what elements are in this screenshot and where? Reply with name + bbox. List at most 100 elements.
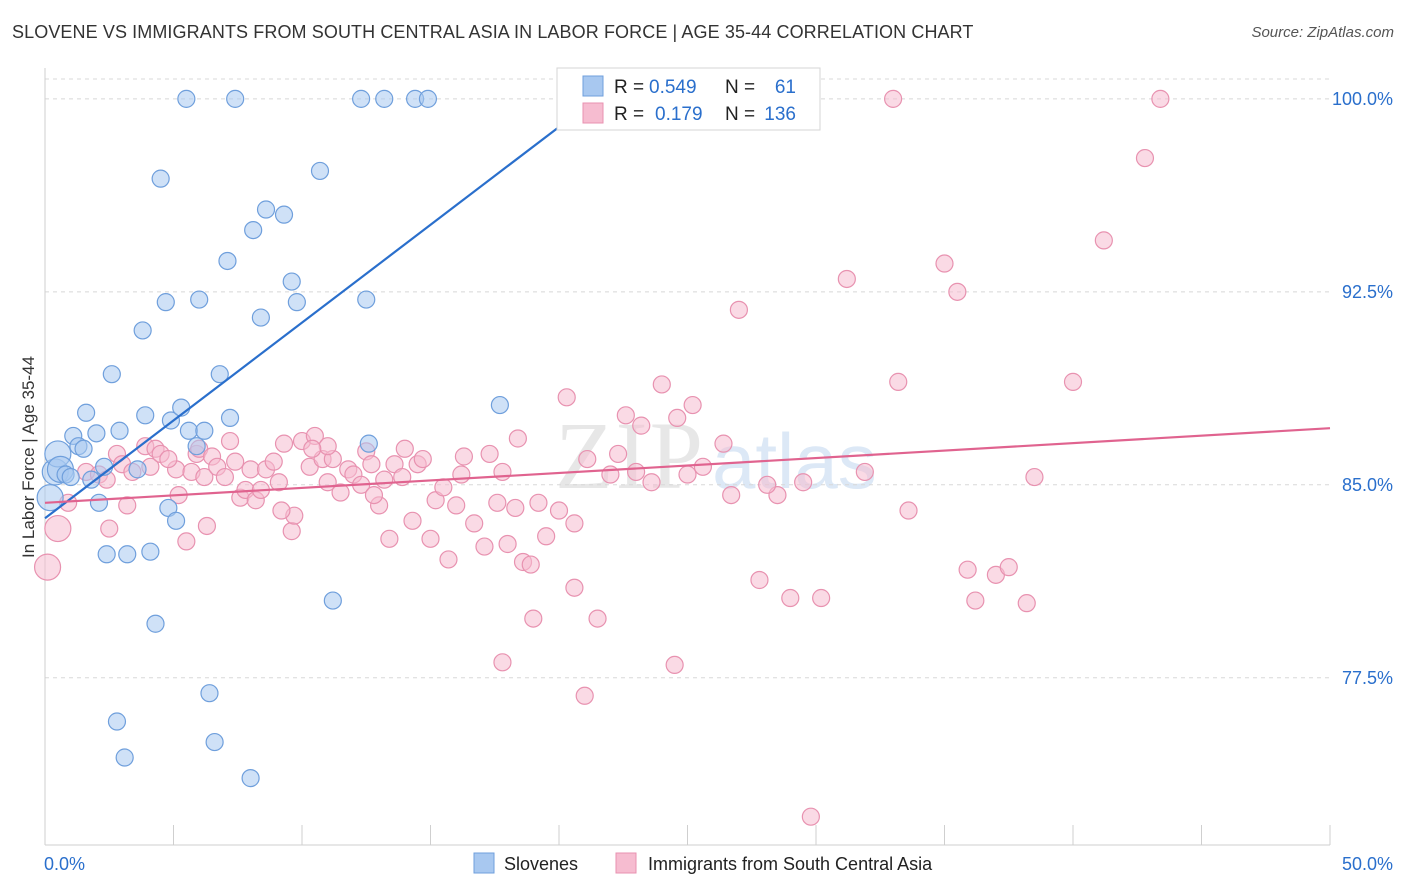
slovene-point [87,424,106,443]
y-tick-label: 77.5% [1342,668,1393,688]
watermark: ZIP atlas [555,402,877,509]
immigrant-point [447,496,466,515]
immigrant-point [364,485,384,505]
immigrant-point [565,514,584,533]
slovene-point [36,484,64,512]
immigrant-point [575,686,594,705]
slovene-point [490,395,509,415]
bottom-legend-swatch-pink [615,852,637,874]
immigrant-point [524,609,543,628]
slovene-point [210,365,229,384]
immigrant-point [632,416,651,435]
slovene-point [251,308,270,327]
slovene-point [282,272,301,291]
immigrant-point [801,807,820,826]
immigrant-point [282,522,301,541]
immigrant-point [303,439,322,458]
immigrant-point [506,498,525,518]
slovene-point [310,161,330,181]
x-tick-label-max: 50.0% [1342,854,1393,874]
immigrant-point [33,553,62,581]
immigrant-point [465,514,484,533]
immigrant-point [452,465,471,484]
immigrant-point [578,449,597,469]
slovene-point [102,365,121,384]
immigrant-point [714,434,733,453]
y-tick-labels: 77.5% 85.0% 92.5% 100.0% [1332,89,1393,688]
slovene-point [166,511,186,530]
slovene-point [218,251,237,271]
immigrant-point [899,501,918,520]
immigrant-point [999,558,1018,577]
slovene-point [187,437,206,456]
slovene-point [118,545,137,564]
slovene-point [274,205,294,224]
immigrant-point [958,560,977,579]
slovene-point [359,434,378,453]
legend-r-label-2: R = [614,104,644,125]
legend-r-value-1: 0.549 [649,77,697,98]
slovene-point [128,460,147,479]
immigrant-point [837,269,856,289]
immigrant-point [557,388,576,407]
immigrant-point [529,493,548,512]
immigrant-point [488,493,507,512]
immigrant-point [318,437,337,456]
immigrant-point [362,455,381,474]
gridlines [45,78,1330,679]
immigrant-point [693,457,713,476]
slovene-point [200,684,219,703]
immigrant-point [722,485,741,505]
immigrant-point [498,534,517,554]
immigrant-point [588,609,607,628]
slovene-point [156,293,175,312]
slovene-point [352,89,371,108]
legend-swatch-pink [582,102,604,124]
immigrant-point [439,550,458,569]
immigrant-point [1063,372,1083,391]
immigrant-point [197,516,217,536]
immigrant-point [855,462,874,482]
immigrant-point [331,483,350,502]
immigrant-point [609,444,628,464]
immigrant-point [480,444,499,464]
y-tick-label: 85.0% [1342,475,1393,495]
immigrant-point [948,282,967,301]
slovene-point [110,421,129,440]
slovene-point [82,470,101,489]
slovene-point [177,89,196,108]
immigrant-point [272,501,291,520]
stats-legend: R = 0.549 N = 61 R = 0.179 N = 136 [556,67,821,131]
immigrant-point [274,434,294,453]
y-axis-title: In Labor Force | Age 35-44 [19,356,38,558]
slovene-point [97,545,116,564]
immigrant-point [118,496,137,515]
immigrant-point [781,588,800,608]
immigrant-point [44,514,72,543]
slovene-point [190,290,209,309]
immigrant-point [508,429,527,448]
legend-n-label-2: N = [725,104,755,125]
y-tick-label: 100.0% [1332,89,1393,109]
immigrant-point [264,452,283,471]
legend-n-value-1: 61 [775,77,796,98]
immigrant-point [812,588,831,608]
immigrant-point [1135,148,1155,168]
legend-n-value-2: 136 [764,104,796,125]
immigrant-trend-line [44,427,1331,504]
slovene-point [256,200,276,219]
chart-title: SLOVENE VS IMMIGRANTS FROM SOUTH CENTRAL… [12,22,974,42]
immigrant-point [421,529,440,548]
immigrant-point [652,375,671,394]
slovene-point [244,220,263,240]
immigrant-point [220,431,240,451]
immigrant-point [678,465,697,484]
slovene-point [179,421,199,440]
slovene-point [146,614,165,633]
legend-r-value-2: 0.179 [655,104,703,125]
slovene-point [77,403,96,422]
immigrant-point [668,408,687,428]
immigrant-point [177,532,196,551]
slovene-point [151,169,170,188]
watermark-atlas: atlas [712,417,877,505]
